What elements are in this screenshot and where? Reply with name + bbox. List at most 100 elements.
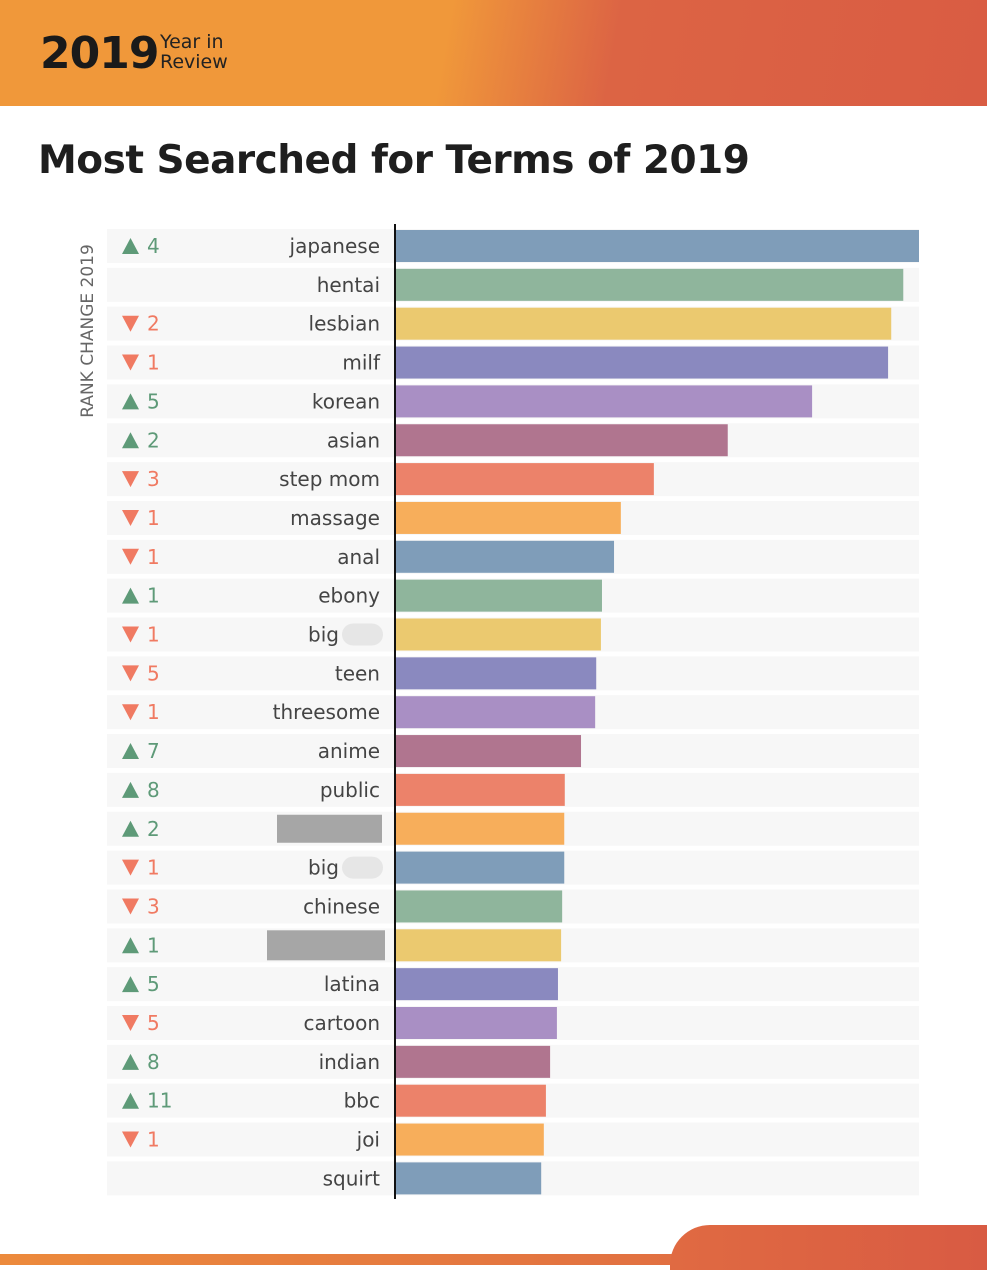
bar-japanese	[395, 230, 919, 262]
rank-up-icon	[122, 937, 139, 954]
term-label: indian	[319, 1050, 380, 1074]
bar-big	[395, 851, 565, 884]
rank-change-value: 1	[147, 700, 160, 724]
term-label: hentai	[317, 273, 380, 297]
rank-up-icon	[122, 781, 139, 798]
term-label: step mom	[279, 467, 380, 491]
bar-anal	[395, 540, 615, 573]
bar-threesome	[395, 696, 596, 729]
rank-up-icon	[122, 1053, 139, 1070]
redacted-label	[277, 814, 382, 843]
rank-change-value: 8	[147, 778, 160, 802]
bar-redacted	[395, 929, 562, 962]
rank-change-value: 5	[147, 1011, 160, 1035]
rank-change-value: 1	[147, 856, 160, 880]
rank-change-value: 1	[147, 623, 160, 647]
rank-down-icon	[122, 1015, 139, 1031]
chart-title: Most Searched for Terms of 2019	[38, 138, 750, 183]
term-label: anime	[318, 739, 380, 763]
footer-tab	[670, 1225, 987, 1270]
rank-down-icon	[122, 665, 139, 682]
rank-change-value: 1	[147, 351, 160, 375]
bar-bbc	[395, 1084, 546, 1117]
term-label: bbc	[344, 1089, 380, 1113]
rank-change-value: 7	[147, 739, 160, 763]
rank-up-icon	[122, 976, 139, 993]
rank-down-icon	[122, 704, 139, 721]
term-label: threesome	[273, 700, 380, 724]
bar-teen	[395, 657, 597, 690]
rank-down-icon	[122, 626, 139, 643]
bar-anime	[395, 735, 582, 768]
bar-latina	[395, 968, 558, 1001]
rank-down-icon	[122, 898, 139, 915]
bar-big	[395, 618, 601, 651]
bar-cartoon	[395, 1007, 557, 1039]
term-label: teen	[335, 661, 380, 685]
term-label: ebony	[318, 584, 380, 608]
rank-down-icon	[122, 354, 139, 371]
term-label: korean	[312, 389, 380, 413]
redacted-pill	[342, 856, 383, 879]
rank-up-icon	[122, 743, 139, 760]
term-label: squirt	[323, 1166, 381, 1190]
term-label: lesbian	[309, 312, 380, 336]
term-label: massage	[290, 506, 380, 530]
term-label: joi	[356, 1128, 380, 1152]
rank-up-icon	[122, 1092, 139, 1109]
rank-change-value: 5	[147, 972, 160, 996]
rank-change-value: 11	[147, 1089, 172, 1113]
bar-public	[395, 773, 565, 806]
rank-change-value: 5	[147, 661, 160, 685]
rank-down-icon	[122, 315, 139, 332]
term-label: asian	[327, 428, 380, 452]
footer-strip	[0, 1254, 987, 1265]
rank-change-value: 3	[147, 467, 160, 491]
term-label: big	[308, 623, 339, 647]
bar-indian	[395, 1045, 551, 1078]
rank-change-value: 8	[147, 1050, 160, 1074]
rank-up-icon	[122, 432, 139, 449]
header-year: 2019	[40, 28, 159, 79]
rank-change-value: 2	[147, 817, 160, 841]
rank-down-icon	[122, 471, 139, 488]
header-subtitle: Year in Review	[160, 31, 228, 73]
term-label: public	[320, 778, 380, 802]
redacted-pill	[342, 623, 383, 646]
rank-change-value: 1	[147, 545, 160, 569]
rank-change-value: 4	[147, 234, 160, 258]
rank-change-value: 1	[147, 506, 160, 530]
rank-down-icon	[122, 509, 139, 526]
bar-ebony	[395, 579, 602, 612]
term-label: big	[308, 856, 339, 880]
rank-change-value: 1	[147, 1128, 160, 1152]
term-label: latina	[324, 972, 380, 996]
term-label: cartoon	[304, 1011, 380, 1035]
bar-squirt	[395, 1162, 542, 1195]
rank-change-value: 2	[147, 312, 160, 336]
rank-up-icon	[122, 820, 139, 837]
bar-lesbian	[395, 307, 892, 340]
redacted-label	[267, 930, 385, 961]
rank-change-value: 3	[147, 894, 160, 918]
term-label: japanese	[289, 234, 380, 258]
bar-redacted	[395, 812, 565, 845]
rank-change-value: 2	[147, 428, 160, 452]
rank-down-icon	[122, 859, 139, 876]
bar-asian	[395, 424, 728, 457]
bar-massage	[395, 501, 621, 534]
rank-change-value: 5	[147, 389, 160, 413]
rank-change-value: 1	[147, 584, 160, 608]
bar-korean	[395, 385, 813, 418]
bar-milf	[395, 346, 889, 379]
term-label: milf	[342, 351, 381, 375]
bar-hentai	[395, 268, 904, 301]
rank-up-icon	[122, 393, 139, 410]
bar-step-mom	[395, 463, 654, 496]
rank-down-icon	[122, 548, 139, 565]
rank-change-value: 1	[147, 933, 160, 957]
term-label: chinese	[303, 894, 380, 918]
rank-up-icon	[122, 587, 139, 604]
term-label: anal	[337, 545, 380, 569]
